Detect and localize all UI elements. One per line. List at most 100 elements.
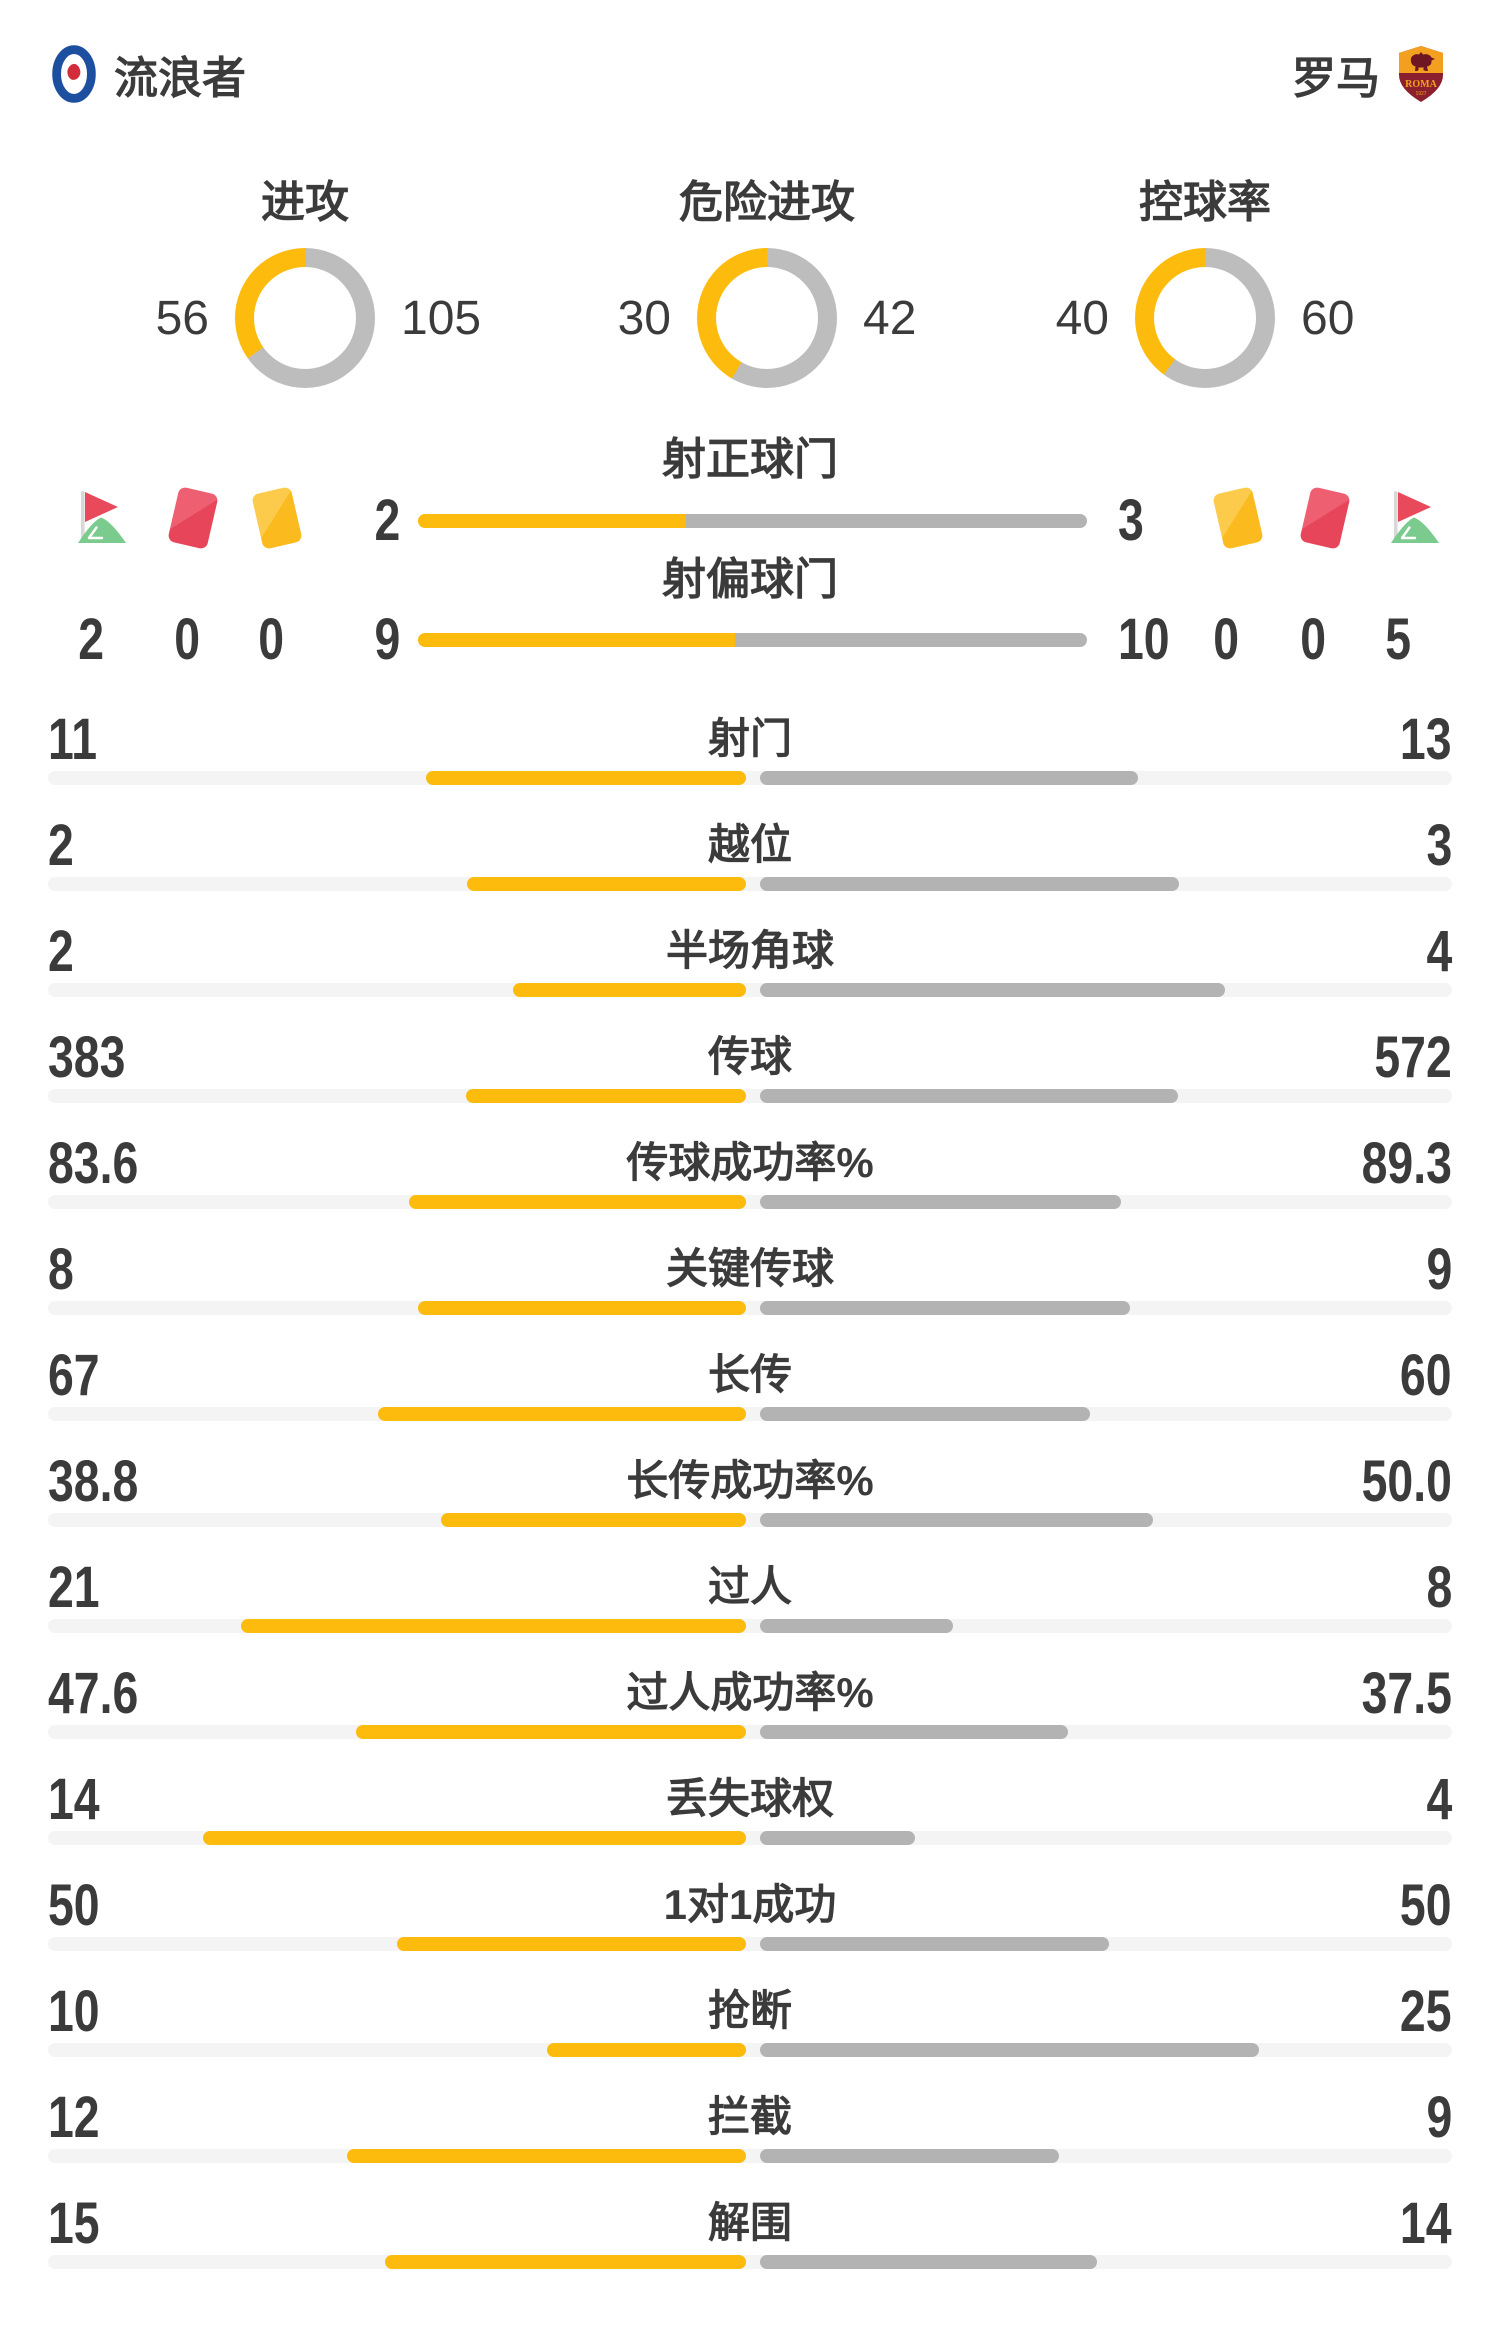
home-team-name: 流浪者 [114, 54, 246, 103]
red-card-icon [1293, 486, 1357, 550]
stat-label: 1对1成功 [663, 1881, 837, 1928]
stat-row: 2 半场角球 4 [0, 917, 1500, 1023]
stat-bar-track [48, 1407, 1452, 1421]
stat-bar-track [48, 2255, 1452, 2269]
stat-bar-away [760, 1407, 1090, 1421]
stat-away-value: 3 [1426, 813, 1452, 878]
shots-off-target-bar [418, 633, 1087, 647]
stat-row: 83.6 传球成功率% 89.3 [0, 1129, 1500, 1235]
stat-home-value: 2 [48, 813, 74, 878]
stat-bar-home [347, 2149, 746, 2163]
stat-bar-track [48, 771, 1452, 785]
stat-bar-away [760, 1089, 1178, 1103]
stat-bar-track [48, 2149, 1452, 2163]
red-card-icon [161, 486, 225, 550]
away-bar-segment [685, 514, 1087, 528]
stat-home-value: 15 [48, 2191, 100, 2256]
stat-label: 传球 [707, 1033, 792, 1080]
stat-away-value: 14 [1400, 2191, 1452, 2256]
stat-bar-home [467, 877, 746, 891]
stat-label: 射门 [707, 715, 792, 762]
stat-away-value: 572 [1374, 1025, 1452, 1090]
stat-away-value: 60 [1400, 1343, 1452, 1408]
donut-ring [697, 248, 837, 388]
stat-row: 38.8 长传成功率% 50.0 [0, 1447, 1500, 1553]
roma-crest-icon: ROMA 1927 [1399, 46, 1443, 102]
stat-bar-track [48, 983, 1452, 997]
shots-off-target-title: 射偏球门 [662, 555, 838, 604]
stat-bar-home [513, 983, 746, 997]
stat-bar-track [48, 1937, 1452, 1951]
stat-row: 11 射门 13 [0, 705, 1500, 811]
shots-off-home-value: 9 [374, 607, 400, 672]
stat-bar-away [760, 1937, 1109, 1951]
stat-row: 8 关键传球 9 [0, 1235, 1500, 1341]
stat-bar-home [418, 1301, 746, 1315]
stat-home-value: 83.6 [48, 1131, 139, 1196]
stat-row: 10 抢断 25 [0, 1977, 1500, 2083]
stat-row: 50 1对1成功 50 [0, 1871, 1500, 1977]
stat-rows-section: 11 射门 13 2 越位 3 2 半场角球 4 383 传球 572 [0, 705, 1500, 2295]
donut-chart: 进攻 56 105 [85, 180, 525, 388]
stat-away-value: 89.3 [1361, 1131, 1452, 1196]
corner-flag-icon [1378, 486, 1442, 550]
stat-row: 2 越位 3 [0, 811, 1500, 917]
stat-away-value: 9 [1426, 1237, 1452, 1302]
stat-bar-away [760, 1725, 1068, 1739]
stat-away-value: 13 [1400, 707, 1452, 772]
stat-bar-away [760, 1195, 1121, 1209]
stat-bar-track [48, 1725, 1452, 1739]
stat-home-value: 21 [48, 1555, 100, 1620]
stat-home-value: 67 [48, 1343, 100, 1408]
stat-bar-home [409, 1195, 746, 1209]
stat-bar-track [48, 1619, 1452, 1633]
donut-label: 进攻 [261, 178, 349, 227]
donut-label: 控球率 [1139, 178, 1271, 227]
away-team-name: 罗马 [1292, 54, 1380, 103]
stat-row: 12 拦截 9 [0, 2083, 1500, 2189]
stat-away-value: 37.5 [1361, 1661, 1452, 1726]
away-red-card-count: 0 [1300, 607, 1326, 672]
stat-bar-away [760, 2149, 1059, 2163]
stat-bar-home [356, 1725, 746, 1739]
rangers-crest-icon [52, 45, 96, 103]
stat-bar-home [378, 1407, 746, 1421]
stat-bar-track [48, 1301, 1452, 1315]
stat-bar-home [441, 1513, 746, 1527]
stat-bar-away [760, 1831, 915, 1845]
donut-ring [1135, 248, 1275, 388]
donut-home-value: 40 [1055, 291, 1109, 345]
home-team-header: 流浪者 [52, 42, 246, 106]
home-corner-count: 2 [78, 607, 104, 672]
home-yellow-card-count: 0 [258, 607, 284, 672]
stat-home-value: 38.8 [48, 1449, 139, 1514]
stat-row: 67 长传 60 [0, 1341, 1500, 1447]
stat-bar-home [241, 1619, 746, 1633]
svg-text:1927: 1927 [1415, 91, 1426, 97]
donut-chart: 危险进攻 30 42 [547, 180, 987, 388]
stat-row: 14 丢失球权 4 [0, 1765, 1500, 1871]
stat-bar-track [48, 1195, 1452, 1209]
stat-home-value: 2 [48, 919, 74, 984]
stat-row: 21 过人 8 [0, 1553, 1500, 1659]
stat-home-value: 47.6 [48, 1661, 139, 1726]
home-bar-segment [418, 633, 735, 647]
donut-away-value: 105 [401, 291, 482, 345]
stat-label: 丢失球权 [665, 1775, 834, 1822]
donut-chart: 控球率 40 60 [985, 180, 1425, 388]
stat-bar-home [547, 2043, 746, 2057]
stat-home-value: 383 [48, 1025, 126, 1090]
stat-bar-home [426, 771, 746, 785]
donut-ring [235, 248, 375, 388]
stat-bar-home [385, 2255, 746, 2269]
stat-label: 越位 [707, 821, 792, 868]
stat-bar-away [760, 2043, 1259, 2057]
away-team-header: 罗马 ROMA 1927 [1292, 42, 1444, 106]
stat-bar-home [466, 1089, 746, 1103]
stat-bar-away [760, 983, 1225, 997]
home-bar-segment [418, 514, 686, 528]
shots-on-target-bar [418, 514, 1087, 528]
stat-label: 长传 [707, 1351, 792, 1398]
stat-home-value: 14 [48, 1767, 100, 1832]
stat-away-value: 4 [1426, 1767, 1452, 1832]
